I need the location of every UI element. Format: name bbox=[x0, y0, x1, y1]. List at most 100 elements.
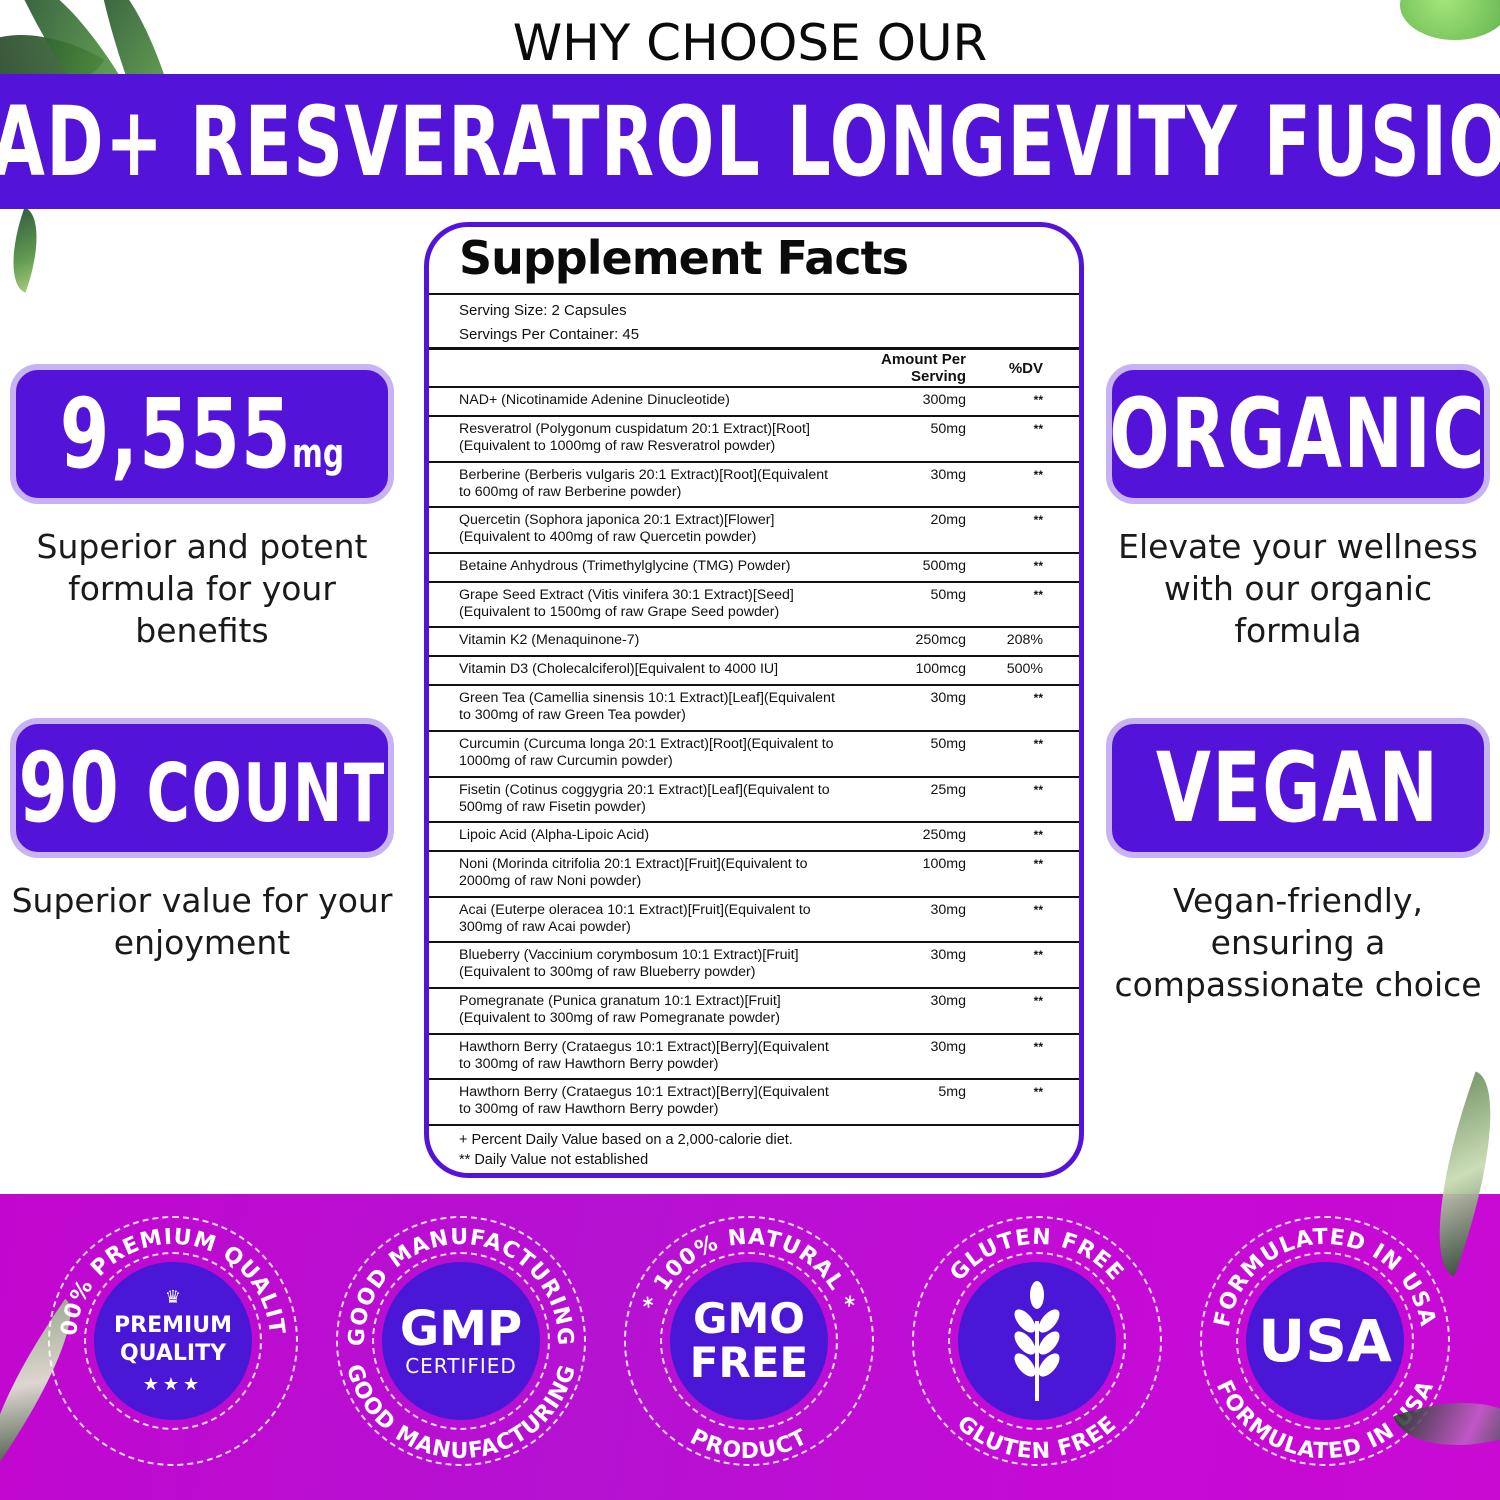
ingredient-name: Lipoic Acid (Alpha-Lipoic Acid) bbox=[459, 827, 650, 844]
seal-core: USA bbox=[1246, 1262, 1404, 1420]
ingredient-dv: ** bbox=[1033, 393, 1043, 407]
feature-description-organic: Elevate your wellness with our organic f… bbox=[1118, 527, 1478, 650]
ingredient-dv: ** bbox=[1033, 513, 1043, 528]
ingredient-dv: ** bbox=[1033, 587, 1043, 602]
ingredient-name: Betaine Anhydrous (Trimethylglycine (TMG… bbox=[459, 557, 791, 574]
ingredient-dv: ** bbox=[1033, 558, 1043, 573]
ingredient-amount: 500mg bbox=[922, 557, 966, 574]
feature-description-count: Superior value for your enjoyment bbox=[11, 881, 393, 962]
crown-icon: ♛ bbox=[164, 1287, 182, 1308]
ingredient-dv: ** bbox=[1033, 828, 1043, 843]
vegan-label: VEGAN bbox=[1156, 732, 1440, 844]
header-eyebrow: WHY CHOOSE OUR bbox=[512, 14, 988, 72]
facts-table-row: Hawthorn Berry (Crataegus 10:1 Extract)[… bbox=[429, 1032, 1079, 1079]
feature-tag-count: 90 COUNT bbox=[10, 718, 394, 858]
feature-tag-organic: ORGANIC bbox=[1106, 364, 1490, 504]
facts-table-row: Curcumin (Curcuma longa 20:1 Extract)[Ro… bbox=[429, 729, 1079, 776]
facts-table-row: Hawthorn Berry (Crataegus 10:1 Extract)[… bbox=[429, 1078, 1079, 1124]
organic-label: ORGANIC bbox=[1109, 378, 1487, 490]
ingredient-dv: ** bbox=[1033, 691, 1043, 706]
facts-table-header: Amount Per Serving %DV bbox=[429, 350, 1079, 386]
feature-tag-vegan: VEGAN bbox=[1106, 718, 1490, 858]
ingredient-name: Hawthorn Berry (Crataegus 10:1 Extract)[… bbox=[459, 1084, 829, 1118]
amount-header: Amount Per Serving bbox=[880, 351, 966, 385]
facts-footnotes: + Percent Daily Value based on a 2,000-c… bbox=[429, 1123, 1079, 1173]
facts-table-row: Lipoic Acid (Alpha-Lipoic Acid) 250mg ** bbox=[429, 821, 1079, 850]
ingredient-amount: 30mg bbox=[930, 947, 967, 964]
divider bbox=[429, 293, 1079, 295]
ingredient-name: Noni (Morinda citrifolia 20:1 Extract)[F… bbox=[459, 856, 808, 890]
serving-size: Serving Size: 2 Capsules bbox=[459, 302, 627, 319]
ingredient-amount: 250mg bbox=[922, 827, 966, 844]
facts-table-row: Blueberry (Vaccinium corymbosum 10:1 Ext… bbox=[429, 941, 1079, 987]
product-title: NAD+ RESVERATROL LONGEVITY FUSION bbox=[0, 85, 1500, 198]
facts-table-row: Quercetin (Sophora japonica 20:1 Extract… bbox=[429, 506, 1079, 552]
ingredient-dv: ** bbox=[1033, 902, 1043, 917]
ingredient-dv: 208% bbox=[1006, 632, 1043, 649]
ingredient-name: NAD+ (Nicotinamide Adenine Dinucleotide) bbox=[459, 392, 730, 408]
facts-table-row: Acai (Euterpe oleracea 10:1 Extract)[Fru… bbox=[429, 895, 1079, 942]
facts-title: Supplement Facts bbox=[459, 231, 909, 285]
seal-gluten-free: GLUTEN FREE GLUTEN FREE bbox=[912, 1216, 1162, 1466]
wheat-icon bbox=[1014, 1281, 1060, 1401]
facts-table-row: Berberine (Berberis vulgaris 20:1 Extrac… bbox=[429, 460, 1079, 507]
facts-table-row: NAD+ (Nicotinamide Adenine Dinucleotide)… bbox=[429, 386, 1079, 415]
ingredient-name: Pomegranate (Punica granatum 10:1 Extrac… bbox=[459, 992, 781, 1026]
ingredient-name: Grape Seed Extract (Vitis vinifera 30:1 … bbox=[459, 586, 794, 620]
facts-table-row: Resveratrol (Polygonum cuspidatum 20:1 E… bbox=[429, 415, 1079, 461]
ingredient-dv: ** bbox=[1033, 467, 1043, 482]
ingredient-name: Blueberry (Vaccinium corymbosum 10:1 Ext… bbox=[459, 947, 799, 981]
ingredient-amount: 30mg bbox=[930, 1038, 967, 1055]
ingredient-name: Vitamin D3 (Cholecalciferol)[Equivalent … bbox=[459, 661, 779, 678]
ingredient-amount: 50mg bbox=[930, 735, 967, 752]
serving-info: Serving Size: 2 Capsules Servings Per Co… bbox=[429, 295, 1079, 347]
facts-table-row: Vitamin D3 (Cholecalciferol)[Equivalent … bbox=[429, 655, 1079, 684]
seal-premium-quality: 100% PREMIUM QUALITY ♛ PREMIUM QUALITY ★… bbox=[39, 1197, 298, 1466]
dosage-value: 9,555 bbox=[59, 378, 293, 490]
ingredient-dv: ** bbox=[1033, 1085, 1043, 1100]
servings-per-container: Servings Per Container: 45 bbox=[459, 326, 640, 343]
feature-description-dosage: Superior and potent formula for your ben… bbox=[36, 527, 368, 650]
stars-icon: ★★★ bbox=[142, 1374, 204, 1395]
seal-core: GMO FREE bbox=[670, 1262, 828, 1420]
ingredient-dv: ** bbox=[1033, 782, 1043, 797]
ingredient-name: Vitamin K2 (Menaquinone-7) bbox=[459, 632, 640, 649]
certification-band: 100% PREMIUM QUALITY ♛ PREMIUM QUALITY ★… bbox=[0, 1071, 1500, 1500]
ingredient-amount: 30mg bbox=[930, 690, 967, 707]
ingredient-amount: 50mg bbox=[930, 421, 967, 437]
dv-header: %DV bbox=[1008, 359, 1043, 377]
ingredient-amount: 100mg bbox=[922, 856, 966, 873]
ingredient-name: Green Tea (Camellia sinensis 10:1 Extrac… bbox=[459, 690, 835, 724]
facts-table-row: Fisetin (Cotinus coggygria 20:1 Extract)… bbox=[429, 775, 1079, 822]
seal-core bbox=[958, 1262, 1116, 1420]
ingredient-dv: ** bbox=[1033, 1039, 1043, 1054]
ingredient-name: Curcumin (Curcuma longa 20:1 Extract)[Ro… bbox=[459, 735, 834, 769]
ingredient-amount: 5mg bbox=[938, 1084, 966, 1101]
ingredient-dv: ** bbox=[1033, 948, 1043, 963]
ingredient-name: Hawthorn Berry (Crataegus 10:1 Extract)[… bbox=[459, 1038, 829, 1072]
ingredient-name: Quercetin (Sophora japonica 20:1 Extract… bbox=[459, 512, 775, 546]
facts-table-row: Green Tea (Camellia sinensis 10:1 Extrac… bbox=[429, 684, 1079, 730]
title-banner: NAD+ RESVERATROL LONGEVITY FUSION bbox=[0, 74, 1500, 209]
ingredient-amount: 30mg bbox=[930, 901, 967, 918]
facts-table-body: NAD+ (Nicotinamide Adenine Dinucleotide)… bbox=[429, 386, 1079, 1124]
ingredient-amount: 20mg bbox=[930, 512, 967, 529]
ingredient-name: Resveratrol (Polygonum cuspidatum 20:1 E… bbox=[459, 421, 810, 454]
ingredient-amount: 300mg bbox=[922, 392, 966, 408]
ingredient-amount: 30mg bbox=[930, 466, 967, 483]
ingredient-name: Acai (Euterpe oleracea 10:1 Extract)[Fru… bbox=[459, 901, 811, 935]
supplement-facts-panel: Supplement Facts Serving Size: 2 Capsule… bbox=[424, 222, 1084, 1178]
divider bbox=[429, 347, 1079, 350]
facts-table-row: Vitamin K2 (Menaquinone-7) 250mcg 208% bbox=[429, 626, 1079, 655]
seal-core: GMP CERTIFIED bbox=[382, 1262, 540, 1420]
ingredient-dv: ** bbox=[1033, 993, 1043, 1008]
ingredient-amount: 25mg bbox=[930, 781, 967, 798]
ingredient-dv: ** bbox=[1033, 857, 1043, 872]
ingredient-amount: 250mcg bbox=[915, 632, 966, 649]
dosage-unit: mg bbox=[292, 431, 345, 477]
ingredient-dv: ** bbox=[1033, 422, 1043, 436]
feature-description-vegan: Vegan-friendly, ensuring a compassionate… bbox=[1114, 881, 1482, 1004]
feature-tag-dosage: 9,555mg bbox=[10, 364, 394, 504]
ingredient-amount: 50mg bbox=[930, 586, 967, 603]
footnote: + Percent Daily Value based on a 2,000-c… bbox=[459, 1131, 793, 1148]
